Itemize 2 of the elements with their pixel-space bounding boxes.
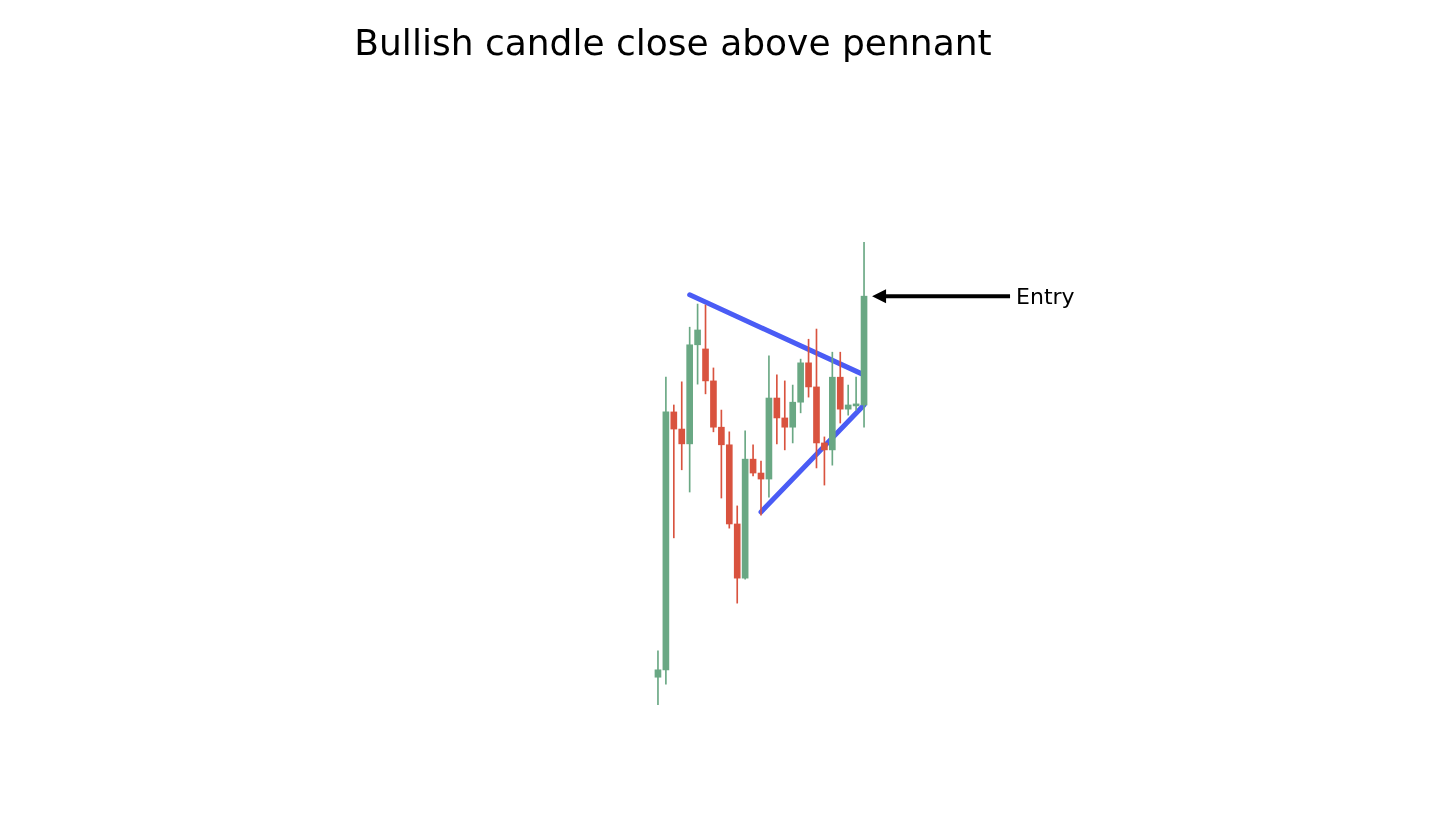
text: Entry [1016, 283, 1075, 309]
chart-title: Bullish candle close above pennant [353, 22, 993, 63]
